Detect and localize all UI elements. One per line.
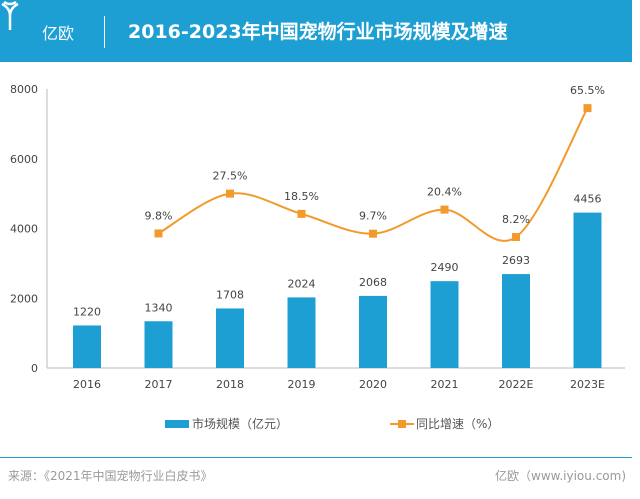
bar-data-label: 4456 xyxy=(574,193,602,206)
bar xyxy=(216,308,244,368)
y-tick-label: 0 xyxy=(31,362,38,375)
x-tick-label: 2016 xyxy=(73,378,101,391)
growth-data-label: 65.5% xyxy=(570,84,605,97)
x-tick-label: 2021 xyxy=(431,378,459,391)
header-bar: 亿欧 2016-2023年中国宠物行业市场规模及增速 xyxy=(0,0,632,62)
header-divider xyxy=(104,16,105,48)
growth-data-label: 8.2% xyxy=(502,213,530,226)
bar xyxy=(73,325,101,368)
bar-data-label: 2068 xyxy=(359,276,387,289)
bar xyxy=(144,321,173,368)
bar-data-label: 1708 xyxy=(216,288,244,301)
bar xyxy=(359,295,387,368)
logo-text: 亿欧 xyxy=(42,24,75,43)
x-tick-label: 2023E xyxy=(570,378,605,391)
bar xyxy=(573,212,602,368)
chart-title: 2016-2023年中国宠物行业市场规模及增速 xyxy=(128,21,508,43)
growth-marker xyxy=(583,104,592,113)
growth-marker xyxy=(440,205,449,214)
legend-line-marker xyxy=(398,420,406,428)
bar xyxy=(287,297,316,368)
yiou-logo-icon xyxy=(1,0,19,30)
chart-plot: 0 2000 4000 6000 8000 2016 1220 2017 1340 2018 170… xyxy=(10,83,625,431)
source-note: 来源：《2021年中国宠物行业白皮书》 xyxy=(8,469,213,483)
growth-marker xyxy=(369,229,377,238)
y-tick-label: 6000 xyxy=(10,153,38,166)
y-tick-label: 8000 xyxy=(10,83,38,96)
footer-divider xyxy=(0,457,632,458)
bar-data-label: 1340 xyxy=(145,301,173,314)
growth-data-label: 9.7% xyxy=(359,210,387,223)
growth-data-label: 20.4% xyxy=(427,186,462,199)
x-tick-label: 2018 xyxy=(216,378,244,391)
growth-marker xyxy=(297,209,306,218)
growth-data-label: 18.5% xyxy=(284,190,319,203)
y-tick-label: 2000 xyxy=(10,292,38,305)
legend-bar-label: 市场规模（亿元） xyxy=(192,416,288,431)
x-tick-label: 2022E xyxy=(499,378,534,391)
growth-marker xyxy=(226,189,234,198)
x-tick-label: 2019 xyxy=(288,378,316,391)
y-tick-label: 4000 xyxy=(10,223,38,236)
bar-data-label: 1220 xyxy=(73,305,101,318)
bar xyxy=(502,274,530,368)
growth-marker xyxy=(512,233,520,242)
bar-data-label: 2024 xyxy=(288,277,316,290)
brand-note: 亿欧（www.iyiou.com) xyxy=(495,469,626,483)
growth-marker xyxy=(154,229,163,238)
x-tick-label: 2017 xyxy=(145,378,173,391)
growth-data-label: 27.5% xyxy=(213,170,248,183)
growth-data-label: 9.8% xyxy=(145,209,173,222)
legend-line-label: 同比增速（%） xyxy=(416,417,499,431)
bar-data-label: 2693 xyxy=(502,254,530,267)
x-tick-label: 2020 xyxy=(359,378,387,391)
bar xyxy=(430,281,459,368)
bar-data-label: 2490 xyxy=(431,261,459,274)
legend-bar-swatch xyxy=(165,420,189,428)
